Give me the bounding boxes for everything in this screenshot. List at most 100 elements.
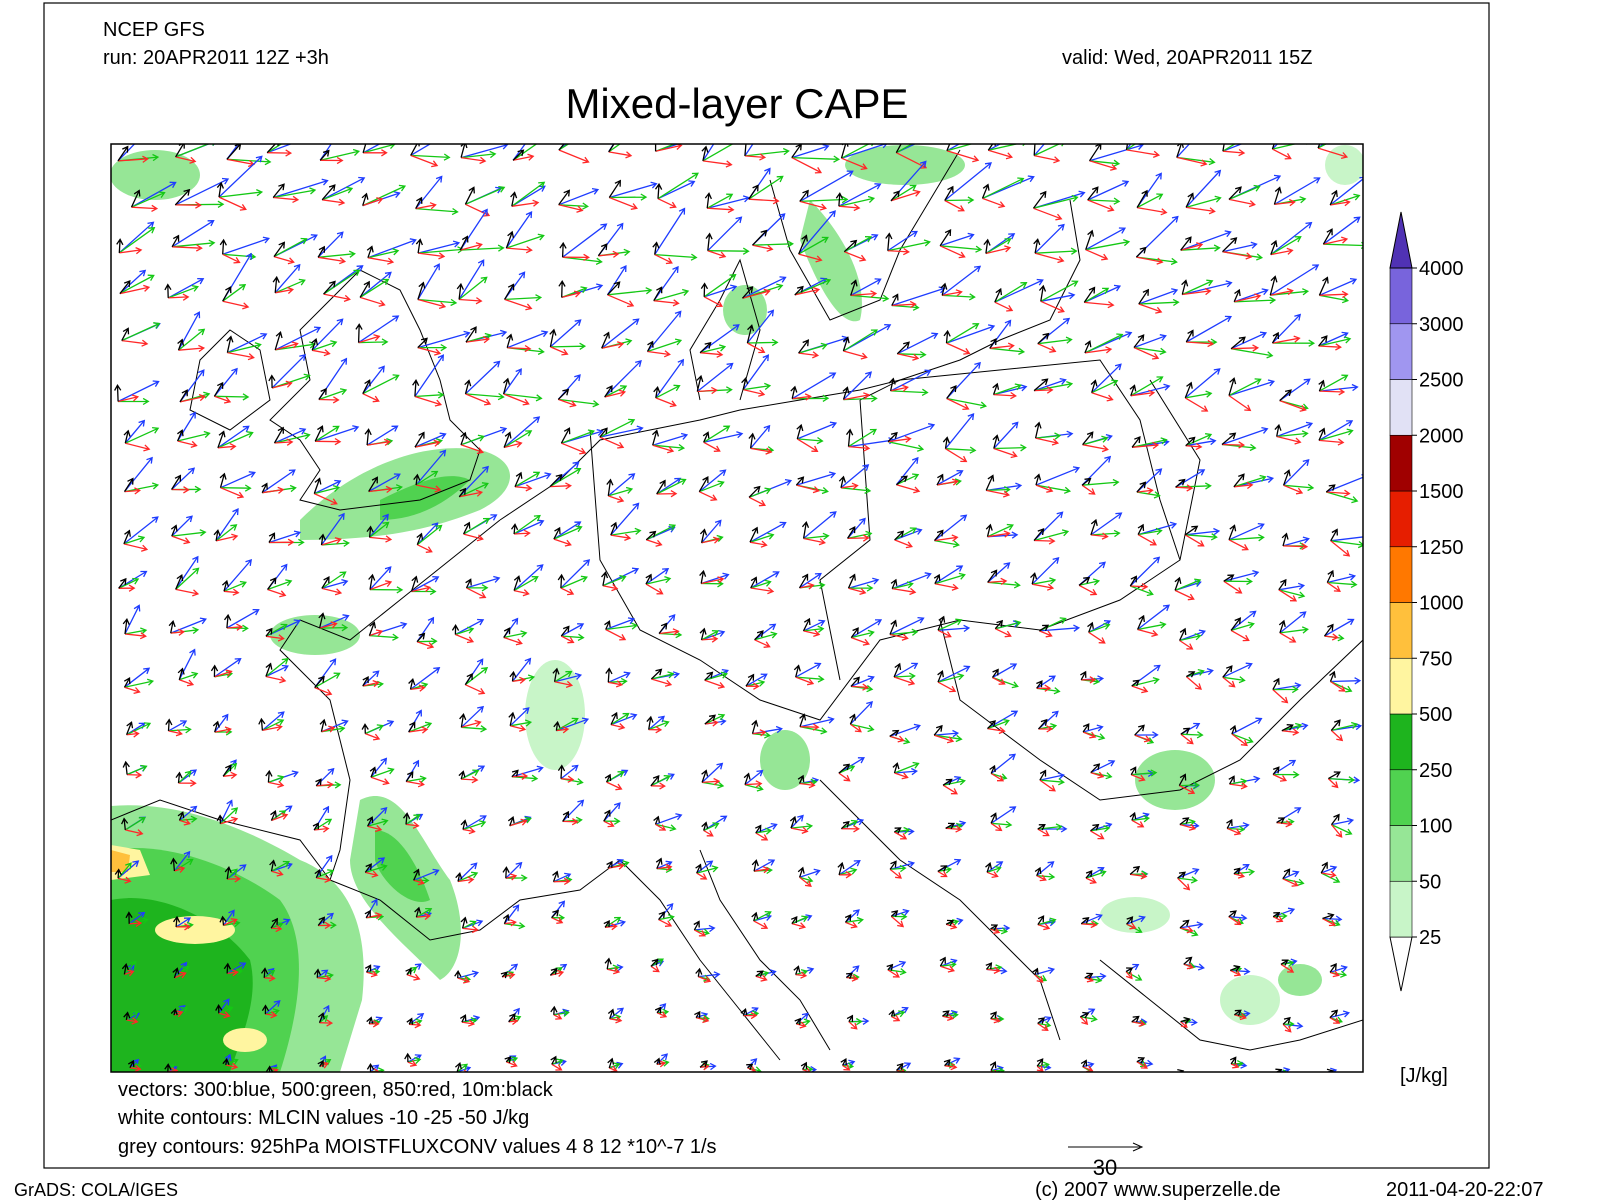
wind-vector bbox=[894, 528, 923, 541]
wind-vector bbox=[125, 911, 133, 924]
wind-vector bbox=[177, 667, 185, 680]
wind-vector bbox=[610, 533, 632, 542]
wind-vector bbox=[752, 229, 768, 246]
wind-vector bbox=[405, 967, 412, 975]
wind-vector bbox=[1131, 815, 1151, 823]
colorbar-label: 25 bbox=[1419, 927, 1441, 949]
wind-vector bbox=[885, 232, 893, 251]
wind-vector bbox=[604, 385, 628, 398]
wind-vector bbox=[1233, 481, 1254, 490]
wind-vector bbox=[740, 1008, 748, 1016]
wind-vector bbox=[1131, 769, 1158, 777]
colorbar-unit: [J/kg] bbox=[1400, 1065, 1448, 1087]
wind-vector bbox=[1222, 144, 1244, 152]
wind-vector bbox=[743, 1011, 758, 1020]
wind-vector bbox=[1324, 618, 1355, 637]
wind-vector bbox=[1080, 670, 1087, 681]
wind-vector bbox=[416, 907, 433, 918]
wind-vector bbox=[1081, 455, 1112, 486]
wind-vector bbox=[455, 633, 475, 644]
wind-vector bbox=[798, 253, 823, 263]
wind-vector bbox=[937, 673, 965, 683]
wind-vector bbox=[992, 382, 1000, 395]
wind-vector bbox=[267, 149, 293, 157]
wind-vector bbox=[167, 277, 205, 299]
wind-vector bbox=[1082, 731, 1097, 739]
wind-vector bbox=[945, 822, 956, 830]
wind-vector bbox=[1283, 484, 1304, 495]
wind-vector bbox=[693, 920, 700, 931]
wind-vector bbox=[362, 144, 367, 153]
wind-vector bbox=[700, 282, 709, 297]
wind-vector bbox=[1269, 264, 1320, 296]
wind-vector bbox=[1179, 639, 1194, 650]
wind-vector bbox=[558, 144, 570, 151]
wind-vector bbox=[838, 859, 861, 876]
wind-vector bbox=[117, 144, 136, 162]
wind-vector bbox=[215, 533, 239, 542]
wind-vector bbox=[897, 350, 927, 359]
wind-vector bbox=[1131, 819, 1145, 828]
wind-vector bbox=[464, 186, 475, 205]
wind-vector bbox=[460, 434, 485, 446]
wind-vector bbox=[848, 577, 880, 589]
wind-vector bbox=[406, 973, 421, 981]
wind-vector bbox=[796, 1018, 811, 1026]
wind-vector bbox=[1136, 193, 1164, 209]
wind-vector bbox=[323, 280, 336, 295]
wind-vector bbox=[748, 175, 784, 200]
wind-vector bbox=[1088, 144, 1102, 162]
wind-vector bbox=[707, 247, 750, 255]
wind-vector bbox=[560, 635, 575, 644]
wind-vector bbox=[940, 245, 983, 253]
wind-vector bbox=[1078, 576, 1091, 586]
wind-vector bbox=[838, 475, 847, 488]
wind-vector bbox=[513, 576, 539, 592]
wind-vector bbox=[414, 906, 422, 918]
wind-vector bbox=[366, 1016, 374, 1024]
wind-vector bbox=[655, 823, 677, 832]
wind-vector bbox=[500, 971, 508, 979]
wind-vector bbox=[1089, 160, 1118, 171]
wind-vector bbox=[791, 915, 809, 925]
wind-vector bbox=[749, 532, 775, 543]
wind-vector bbox=[549, 473, 563, 488]
wind-vector bbox=[121, 322, 161, 342]
wind-vector bbox=[703, 441, 721, 452]
wind-vector bbox=[608, 144, 615, 153]
wind-vector bbox=[650, 668, 663, 680]
wind-vector bbox=[318, 533, 326, 546]
wind-vector bbox=[840, 482, 859, 490]
wind-vector bbox=[1233, 288, 1241, 303]
wind-vector bbox=[658, 911, 666, 920]
wind-vector bbox=[1276, 817, 1286, 824]
wind-vector bbox=[944, 199, 965, 212]
wind-vector bbox=[846, 972, 854, 980]
wind-vector bbox=[214, 657, 242, 678]
wind-vector bbox=[177, 411, 196, 442]
wind-vector bbox=[117, 862, 132, 879]
wind-vector bbox=[1177, 871, 1187, 879]
wind-vector bbox=[699, 324, 740, 354]
wind-vector bbox=[173, 1010, 184, 1018]
wind-vector bbox=[743, 772, 751, 785]
wind-vector bbox=[844, 251, 867, 262]
wind-vector bbox=[1318, 336, 1352, 347]
wind-vector bbox=[312, 349, 331, 357]
wind-vector bbox=[226, 868, 238, 880]
wind-vector bbox=[799, 716, 835, 728]
wind-vector bbox=[415, 207, 459, 216]
wind-vector bbox=[172, 967, 180, 979]
wind-vector bbox=[744, 780, 763, 788]
colorbar-label: 250 bbox=[1419, 760, 1452, 782]
wind-vector bbox=[1222, 662, 1253, 678]
wind-vector bbox=[792, 394, 830, 402]
wind-vector bbox=[610, 723, 626, 731]
wind-vector bbox=[1223, 569, 1260, 582]
wind-vector bbox=[1327, 580, 1358, 588]
wind-vector bbox=[1329, 1010, 1351, 1019]
wind-vector bbox=[405, 821, 420, 829]
wind-vector bbox=[175, 588, 200, 597]
wind-vector bbox=[179, 389, 188, 403]
wind-vector bbox=[604, 359, 642, 398]
